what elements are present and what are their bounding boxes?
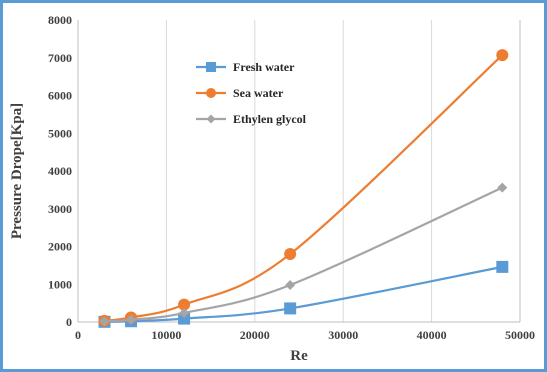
data-point-ethylen-glycol: [285, 280, 296, 291]
y-tick-label: 5000: [48, 126, 72, 140]
data-point-sea-water: [284, 248, 297, 261]
legend-marker-ethylen-glycol: [206, 114, 216, 124]
y-tick-label: 0: [66, 315, 72, 329]
series-layer: [98, 49, 509, 328]
legend: Fresh water Sea water Ethylen glycol: [196, 60, 307, 126]
legend-label-ethylen-glycol: Ethylen glycol: [233, 112, 307, 126]
x-tick-label: 40000: [417, 328, 447, 342]
x-axis-title: Re: [290, 348, 308, 364]
legend-label-fresh-water: Fresh water: [233, 60, 295, 74]
y-tick-label: 3000: [48, 202, 72, 216]
x-tick-label: 50000: [505, 328, 535, 342]
data-point-sea-water: [496, 49, 509, 62]
data-point-ethylen-glycol: [99, 316, 110, 327]
y-tick-label: 8000: [48, 13, 72, 27]
legend-label-sea-water: Sea water: [233, 86, 284, 100]
data-point-ethylen-glycol: [179, 307, 190, 318]
data-point-fresh-water: [284, 302, 297, 315]
x-tick-label: 0: [75, 328, 81, 342]
y-tick-label: 6000: [48, 89, 72, 103]
axes-layer: 0 10000 20000 30000 40000 50000 0 1000 2000 3000 4…: [48, 13, 535, 342]
data-point-ethylen-glycol: [497, 182, 508, 193]
y-axis-title: Pressure Drope[Kpa]: [9, 103, 25, 239]
x-tick-label: 30000: [328, 328, 358, 342]
y-tick-label: 2000: [48, 240, 72, 254]
y-tick-label: 1000: [48, 277, 72, 291]
data-point-sea-water: [178, 298, 191, 311]
data-point-fresh-water: [496, 260, 509, 273]
x-tick-label: 10000: [151, 328, 181, 342]
y-tick-label: 7000: [48, 51, 72, 65]
x-tick-label: 20000: [240, 328, 270, 342]
data-point-ethylen-glycol: [126, 314, 137, 325]
legend-marker-sea-water: [206, 88, 216, 98]
y-tick-label: 4000: [48, 164, 72, 178]
data-point-fresh-water: [178, 312, 191, 325]
legend-marker-fresh-water: [206, 62, 216, 72]
